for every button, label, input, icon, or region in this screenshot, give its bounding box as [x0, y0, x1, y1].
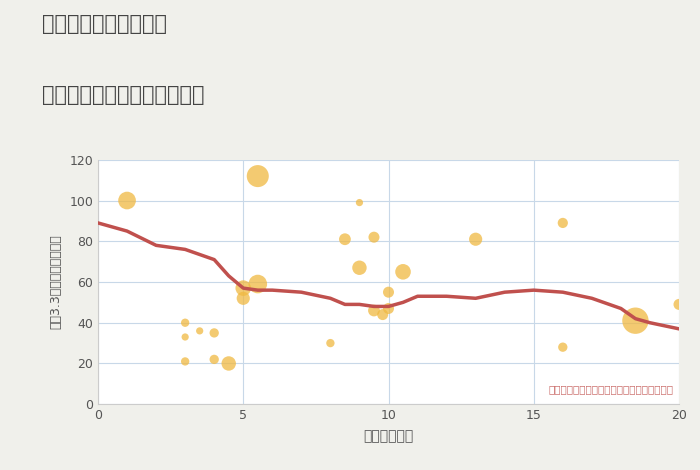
Point	[673, 301, 685, 308]
Point	[398, 268, 409, 275]
Point	[557, 219, 568, 227]
Point	[383, 305, 394, 312]
Point	[325, 339, 336, 347]
Text: 円の大きさは、取引のあった物件面積を示す: 円の大きさは、取引のあった物件面積を示す	[548, 384, 673, 394]
Point	[252, 280, 263, 288]
Point	[223, 360, 235, 367]
Point	[368, 307, 379, 314]
Text: 駅距離別中古マンション価格: 駅距離別中古マンション価格	[42, 85, 204, 105]
Point	[237, 295, 249, 302]
Point	[354, 199, 365, 206]
Point	[209, 329, 220, 337]
Point	[340, 235, 351, 243]
Y-axis label: 坪（3.3㎡）単価（万円）: 坪（3.3㎡）単価（万円）	[49, 235, 62, 329]
Point	[630, 317, 641, 324]
Point	[383, 289, 394, 296]
Point	[470, 235, 482, 243]
X-axis label: 駅距離（分）: 駅距離（分）	[363, 429, 414, 443]
Point	[557, 344, 568, 351]
Point	[252, 172, 263, 180]
Text: 奈良県橿原市南山町の: 奈良県橿原市南山町の	[42, 14, 167, 34]
Point	[377, 311, 388, 318]
Point	[368, 234, 379, 241]
Point	[180, 319, 191, 327]
Point	[180, 358, 191, 365]
Point	[122, 197, 133, 204]
Point	[237, 284, 249, 292]
Point	[354, 264, 365, 272]
Point	[180, 333, 191, 341]
Point	[194, 327, 205, 335]
Point	[209, 356, 220, 363]
